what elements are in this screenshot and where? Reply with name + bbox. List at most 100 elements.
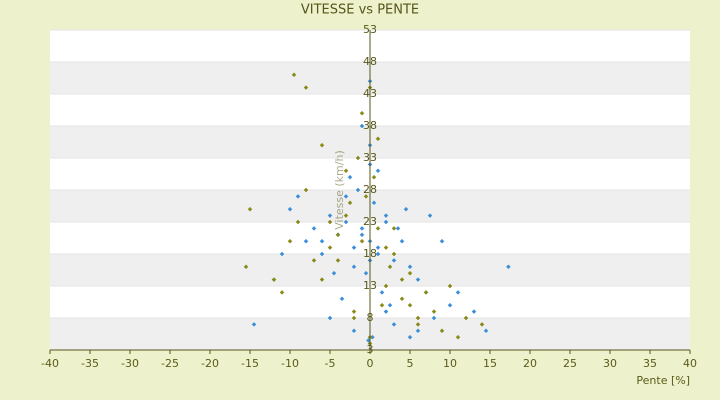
point (391, 251, 397, 257)
point (355, 187, 361, 193)
point (423, 290, 429, 295)
x-tick-label: 20 (523, 357, 537, 370)
x-tick-label: 10 (443, 357, 457, 370)
point (243, 264, 249, 270)
point (287, 238, 293, 244)
point (399, 238, 405, 244)
point (319, 251, 325, 257)
point (347, 200, 353, 206)
point (331, 270, 337, 276)
point (415, 277, 421, 282)
point (359, 123, 365, 129)
point (407, 270, 413, 276)
point (319, 277, 325, 282)
point (407, 334, 413, 340)
y-tick-label: 18 (363, 247, 377, 260)
point (431, 309, 437, 314)
point (479, 322, 485, 327)
point (339, 296, 345, 302)
point (279, 251, 285, 257)
point (319, 238, 325, 244)
point (319, 142, 325, 148)
point (295, 219, 301, 225)
point (379, 302, 385, 308)
chart-title: VITESSE vs PENTE (301, 3, 419, 18)
point (351, 315, 357, 321)
y-tick-label: 48 (363, 55, 377, 68)
point (351, 245, 357, 250)
point (383, 219, 389, 225)
x-tick-label: -40 (41, 357, 59, 370)
point (399, 277, 405, 282)
x-tick-label: -25 (161, 357, 179, 370)
point (387, 302, 393, 308)
point (439, 238, 445, 244)
point (375, 168, 381, 174)
point (351, 328, 357, 334)
x-axis-label: Pente [%] (636, 374, 690, 387)
point (483, 328, 489, 334)
y-tick-label: 28 (363, 183, 377, 196)
point (383, 213, 389, 218)
point (351, 309, 357, 314)
y-tick-label: 38 (363, 119, 377, 132)
x-tick-label: -10 (281, 357, 299, 370)
y-tick-label: 13 (363, 279, 377, 292)
point (295, 194, 301, 199)
y-tick-label: 23 (363, 215, 377, 228)
point (327, 219, 333, 225)
point (359, 238, 365, 244)
point (431, 315, 437, 321)
point (335, 232, 341, 238)
point (343, 213, 349, 218)
point (327, 315, 333, 321)
y-tick-label: 33 (363, 151, 377, 164)
point (375, 251, 381, 257)
x-tick-label: -5 (325, 357, 336, 370)
point (375, 226, 381, 231)
point (303, 85, 309, 90)
x-tick-label: 30 (603, 357, 617, 370)
point (375, 136, 381, 142)
point (311, 226, 317, 231)
point (383, 309, 389, 314)
point (279, 290, 285, 295)
point (359, 110, 365, 116)
x-tick-label: -30 (121, 357, 139, 370)
point (343, 219, 349, 225)
point (371, 174, 377, 180)
y-tick-label: 53 (363, 23, 377, 36)
y-tick-label: 8 (367, 311, 374, 324)
point (407, 302, 413, 308)
point (347, 174, 353, 180)
point (455, 334, 461, 340)
point (415, 328, 421, 334)
point (303, 238, 309, 244)
x-tick-label: -20 (201, 357, 219, 370)
point (391, 322, 397, 327)
point (399, 296, 405, 302)
y-tick-label: 43 (363, 87, 377, 100)
point (383, 245, 389, 250)
point (455, 290, 461, 295)
x-tick-label: -35 (81, 357, 99, 370)
point (471, 309, 477, 314)
point (359, 226, 365, 231)
point (415, 322, 421, 327)
point (351, 264, 357, 270)
y-tick-label: 3 (367, 343, 374, 356)
point (343, 194, 349, 199)
point (407, 264, 413, 270)
point (355, 155, 361, 161)
point (447, 302, 453, 308)
x-tick-label: 5 (407, 357, 414, 370)
point (463, 315, 469, 321)
x-tick-label: 40 (683, 357, 697, 370)
point (506, 264, 511, 270)
point (447, 283, 453, 289)
point (343, 168, 349, 174)
point (379, 290, 385, 295)
point (327, 245, 333, 250)
point (327, 213, 333, 218)
point (383, 283, 389, 289)
